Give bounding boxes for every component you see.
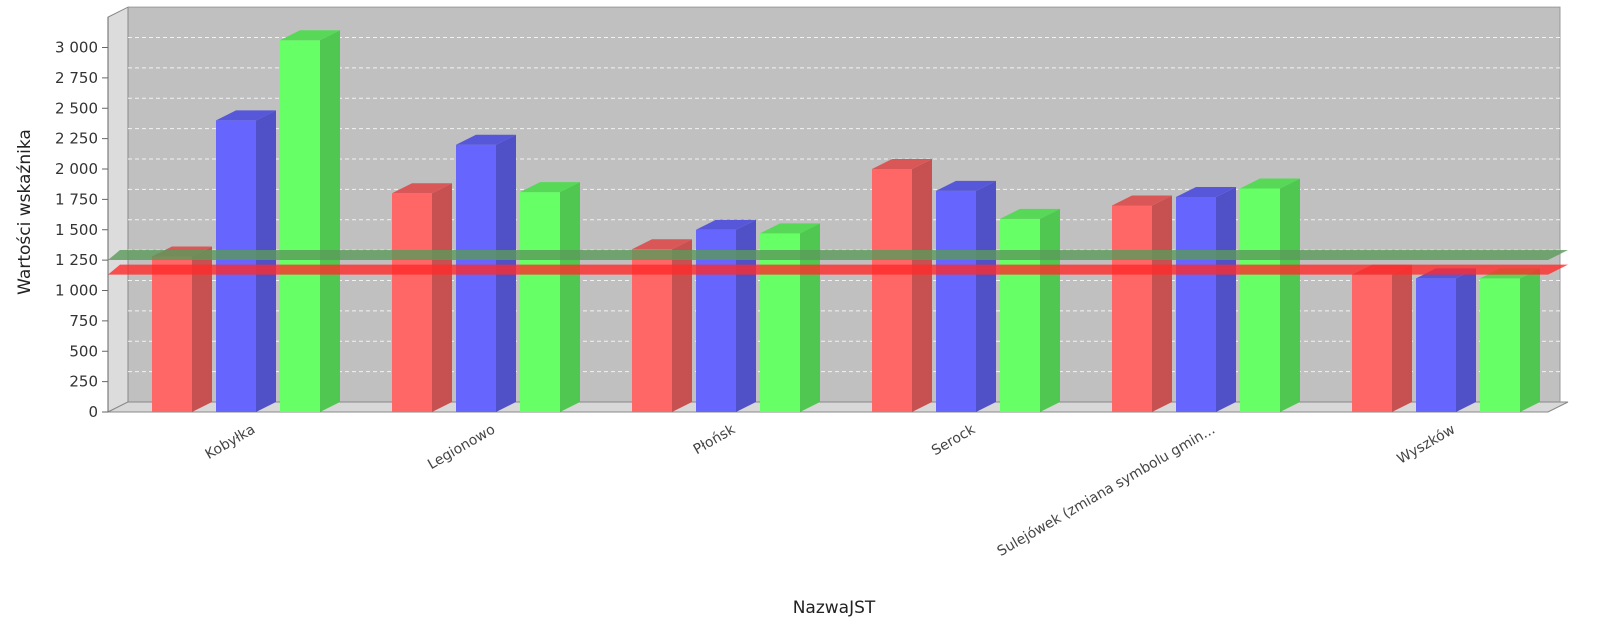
bar-front [1176,196,1216,412]
bar-side [672,239,692,412]
bar-front [1416,278,1456,412]
left-wall [107,6,129,413]
y-tick-label: 1 000 [55,282,98,300]
back-wall [128,7,1560,402]
bar-front [280,40,320,413]
bar [1176,186,1236,412]
bar-top [696,219,756,230]
bar-top [280,30,340,41]
bar-side [1456,268,1476,412]
bar-side [560,182,580,412]
bar [632,239,692,412]
y-tick-label: 1 750 [55,190,98,208]
y-axis-title: Wartości wskaźnika [15,129,35,295]
bar-side [1152,195,1172,412]
x-tick-label: Wyszków [1394,422,1458,468]
bar-side [192,246,212,412]
x-axis-labels: Kobyłka Legionowo Płońsk Serock Sulejówek (z… [203,421,1458,560]
x-tick-label: Serock [929,421,979,459]
bar [1112,195,1172,412]
reference-lines [108,250,1568,275]
bar-side [736,219,756,412]
bar-front [1000,218,1040,412]
bar-side [1520,268,1540,412]
bar-front [456,144,496,412]
bar [392,183,452,412]
back-wall-edge [128,6,1561,402]
x-tick-label: Sulejówek (zmiana symbolu gmin... [995,422,1218,560]
bar-side [976,180,996,412]
y-tick-label: 2 750 [55,69,98,87]
bar [696,219,756,412]
bar-front [1112,205,1152,412]
bar [1240,178,1300,412]
bar [520,182,580,412]
bar-front [936,190,976,412]
bar-top [520,182,580,193]
y-tick-label: 2 500 [55,99,98,117]
bar-front [152,256,192,412]
bar-top [456,134,516,145]
x-tick-label: Płońsk [691,421,739,458]
y-tick-label: 2 000 [55,160,98,178]
x-tick-label: Legionowo [425,422,498,473]
y-tick-label: 1 250 [55,251,98,269]
bar-side [432,183,452,412]
bar-front [1480,278,1520,412]
bar [280,30,340,413]
bar-front [1352,274,1392,412]
bar-top [1000,208,1060,219]
bar [872,159,932,412]
bar-top [872,159,932,169]
bar-top [936,180,996,191]
y-tick-label: 1 500 [55,221,98,239]
bar-side [1040,208,1060,412]
bar-front [392,193,432,412]
bar-front [632,249,672,412]
y-tick-label: 0 [88,403,98,421]
bar [1480,268,1540,412]
bar [1000,208,1060,412]
bar-top [216,110,276,121]
bar-front [696,229,736,412]
bar [1416,268,1476,412]
y-tick-label: 250 [69,373,98,391]
bar-front [760,233,800,412]
y-axis: 0 250 500 750 1 000 1 250 1 500 1 750 2 000 2 250… [55,17,109,421]
bar-front [520,192,560,412]
bar-side [1280,178,1300,412]
x-tick-label: Kobyłka [203,422,258,463]
bar-side [320,30,340,413]
bar [216,110,276,413]
bar-front [872,169,912,412]
bar [152,246,212,412]
reference-band [108,264,1568,275]
bar [1352,264,1412,412]
bar-front [1240,188,1280,412]
bar-top [632,239,692,250]
bar-top [1112,195,1172,206]
y-tick-label: 3 000 [55,39,98,57]
bar-top [1240,178,1300,189]
y-tick-label: 500 [69,342,98,360]
x-axis-title: NazwaJST [793,598,876,618]
reference-band [108,250,1568,261]
bar-side [1392,264,1412,412]
bar-top [1176,186,1236,197]
bar [936,180,996,412]
bar-side [912,159,932,412]
y-tick-label: 2 250 [55,130,98,148]
bar-side [256,110,276,413]
y-tick-label: 750 [69,312,98,330]
bar-top [760,223,820,234]
bar-top [392,183,452,194]
bar-side [1216,186,1236,412]
